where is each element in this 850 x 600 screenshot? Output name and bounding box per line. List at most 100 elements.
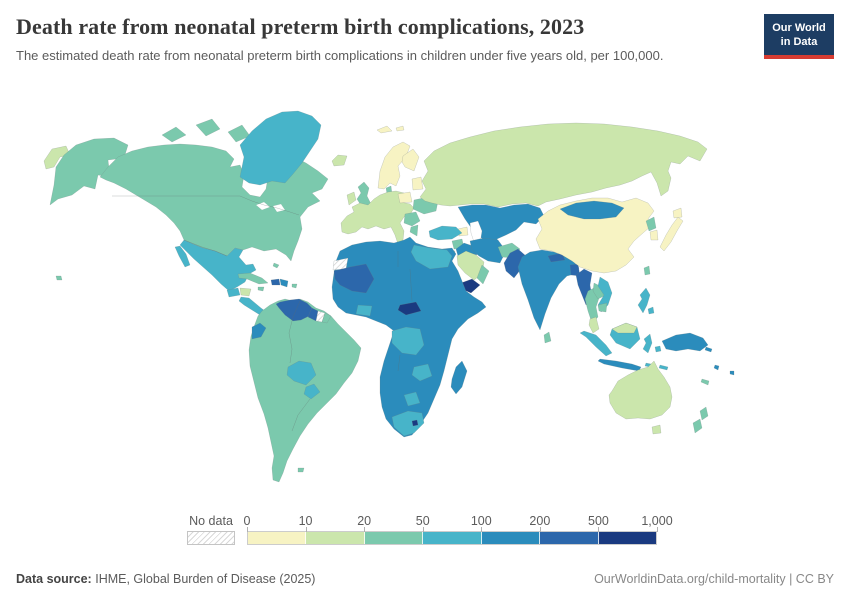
country-bolivia[interactable] — [286, 360, 317, 386]
country-svalbard[interactable] — [376, 125, 393, 134]
footer-separator: | — [789, 572, 793, 586]
country-finland[interactable] — [401, 148, 420, 172]
country-jamaica[interactable] — [257, 286, 265, 292]
world-map[interactable] — [0, 103, 850, 505]
legend-bin-50-100[interactable] — [423, 532, 482, 544]
country-paraguay[interactable] — [303, 383, 321, 400]
legend-bin-20-50[interactable] — [364, 532, 424, 544]
country-central-african-republic[interactable] — [397, 301, 422, 316]
country-japan-hokkaido[interactable] — [672, 207, 683, 219]
country-falkland-islands[interactable] — [297, 467, 305, 473]
country-canada-arctic-islands[interactable] — [161, 126, 187, 143]
country-canada-arctic-islands[interactable] — [195, 118, 221, 137]
country-zambia[interactable] — [411, 363, 433, 382]
country-vietnam[interactable] — [597, 276, 613, 313]
legend-bin-0-10[interactable] — [248, 532, 307, 544]
country-south-africa[interactable] — [391, 410, 425, 437]
country-new-guinea[interactable] — [661, 332, 709, 352]
great-lakes — [255, 201, 271, 211]
country-baja-california[interactable] — [174, 245, 191, 268]
country-new-zealand-north[interactable] — [699, 406, 709, 421]
country-south-korea[interactable] — [649, 229, 659, 241]
country-poland[interactable] — [397, 191, 413, 204]
country-russia[interactable] — [419, 122, 708, 208]
country-new-caledonia[interactable] — [700, 378, 710, 386]
country-french-guiana[interactable] — [321, 312, 332, 324]
country-turkey[interactable] — [428, 225, 463, 241]
country-maluku-islands[interactable] — [654, 345, 662, 353]
legend-tick-label: 1,000 — [641, 514, 673, 528]
country-guatemala[interactable] — [226, 287, 241, 298]
country-ghana-ivory-coast[interactable] — [355, 304, 373, 317]
country-india[interactable] — [517, 249, 580, 331]
country-ireland[interactable] — [346, 191, 357, 206]
owid-logo[interactable]: Our World in Data — [764, 14, 834, 59]
country-philippines[interactable] — [637, 287, 651, 314]
legend-bin-500-1000[interactable] — [598, 532, 656, 544]
country-baltic-states[interactable] — [411, 176, 424, 191]
legend-tick-label: 20 — [357, 514, 372, 528]
country-solomon-islands[interactable] — [704, 346, 713, 353]
country-philippines-mindanao[interactable] — [647, 306, 655, 315]
country-nepal[interactable] — [547, 252, 566, 263]
country-indonesia-sumatra[interactable] — [579, 330, 613, 357]
country-congo-basin[interactable] — [391, 326, 425, 356]
country-taiwan[interactable] — [643, 265, 651, 276]
country-greece[interactable] — [409, 224, 419, 237]
legend-bin-10-20[interactable] — [306, 532, 365, 544]
country-guyana[interactable] — [307, 307, 319, 322]
country-australia[interactable] — [608, 360, 673, 420]
country-mexico[interactable] — [179, 239, 257, 292]
country-puerto-rico[interactable] — [291, 283, 298, 289]
country-cambodia[interactable] — [597, 302, 608, 313]
country-botswana[interactable] — [403, 391, 421, 407]
country-greenland[interactable] — [239, 110, 322, 186]
country-venezuela[interactable] — [275, 298, 313, 322]
country-bahamas[interactable] — [272, 262, 280, 269]
country-mauritania-mali[interactable] — [333, 263, 375, 294]
country-fiji[interactable] — [729, 370, 735, 376]
legend-tick-label: 50 — [415, 514, 430, 528]
us-mexico-border — [183, 239, 228, 257]
country-north-korea[interactable] — [645, 216, 657, 232]
country-hawaii[interactable] — [55, 275, 63, 281]
chart-footer: Data source: IHME, Global Burden of Dise… — [16, 572, 834, 586]
great-lakes — [272, 203, 286, 213]
legend-tick-mark — [364, 527, 366, 532]
country-madagascar[interactable] — [450, 360, 468, 395]
country-indonesia-sulawesi[interactable] — [642, 333, 653, 354]
country-vanuatu[interactable] — [713, 364, 720, 371]
country-balkans[interactable] — [403, 211, 421, 227]
country-iran[interactable] — [469, 237, 507, 264]
map-legend: No data 0 10 20 50 100 200 500 1,000 — [187, 514, 673, 545]
no-data-label: No data — [189, 514, 233, 528]
country-cuba[interactable] — [237, 272, 269, 285]
country-svalbard[interactable] — [395, 125, 405, 132]
country-lesotho[interactable] — [411, 419, 419, 427]
country-lesser-sunda-islands[interactable] — [658, 364, 669, 371]
country-new-zealand-south[interactable] — [692, 418, 703, 434]
country-mongolia[interactable] — [559, 200, 625, 220]
chart-subtitle: The estimated death rate from neonatal p… — [16, 48, 664, 63]
country-oman[interactable] — [476, 264, 490, 285]
africa-borders — [397, 251, 413, 372]
legend-tick-label: 100 — [470, 514, 492, 528]
country-haiti[interactable] — [270, 278, 281, 286]
borders-layer — [112, 195, 413, 432]
country-dominican-republic[interactable] — [279, 278, 289, 288]
country-western-europe[interactable] — [340, 190, 415, 245]
country-indonesia-java[interactable] — [597, 358, 642, 372]
country-ecuador[interactable] — [251, 322, 267, 340]
country-malaysia-borneo[interactable] — [611, 322, 638, 334]
legend-bin-100-200[interactable] — [481, 532, 541, 544]
country-japan[interactable] — [659, 216, 684, 252]
legend-bin-200-500[interactable] — [540, 532, 599, 544]
country-tasmania[interactable] — [651, 424, 662, 435]
legend-no-data[interactable]: No data — [187, 514, 235, 545]
country-egypt-libya[interactable] — [410, 244, 453, 270]
country-sri-lanka[interactable] — [543, 331, 552, 344]
country-iceland[interactable] — [331, 154, 348, 167]
country-malaysia-peninsula[interactable] — [588, 316, 600, 334]
country-honduras[interactable] — [239, 287, 252, 297]
legend-tick-mark — [598, 527, 600, 532]
